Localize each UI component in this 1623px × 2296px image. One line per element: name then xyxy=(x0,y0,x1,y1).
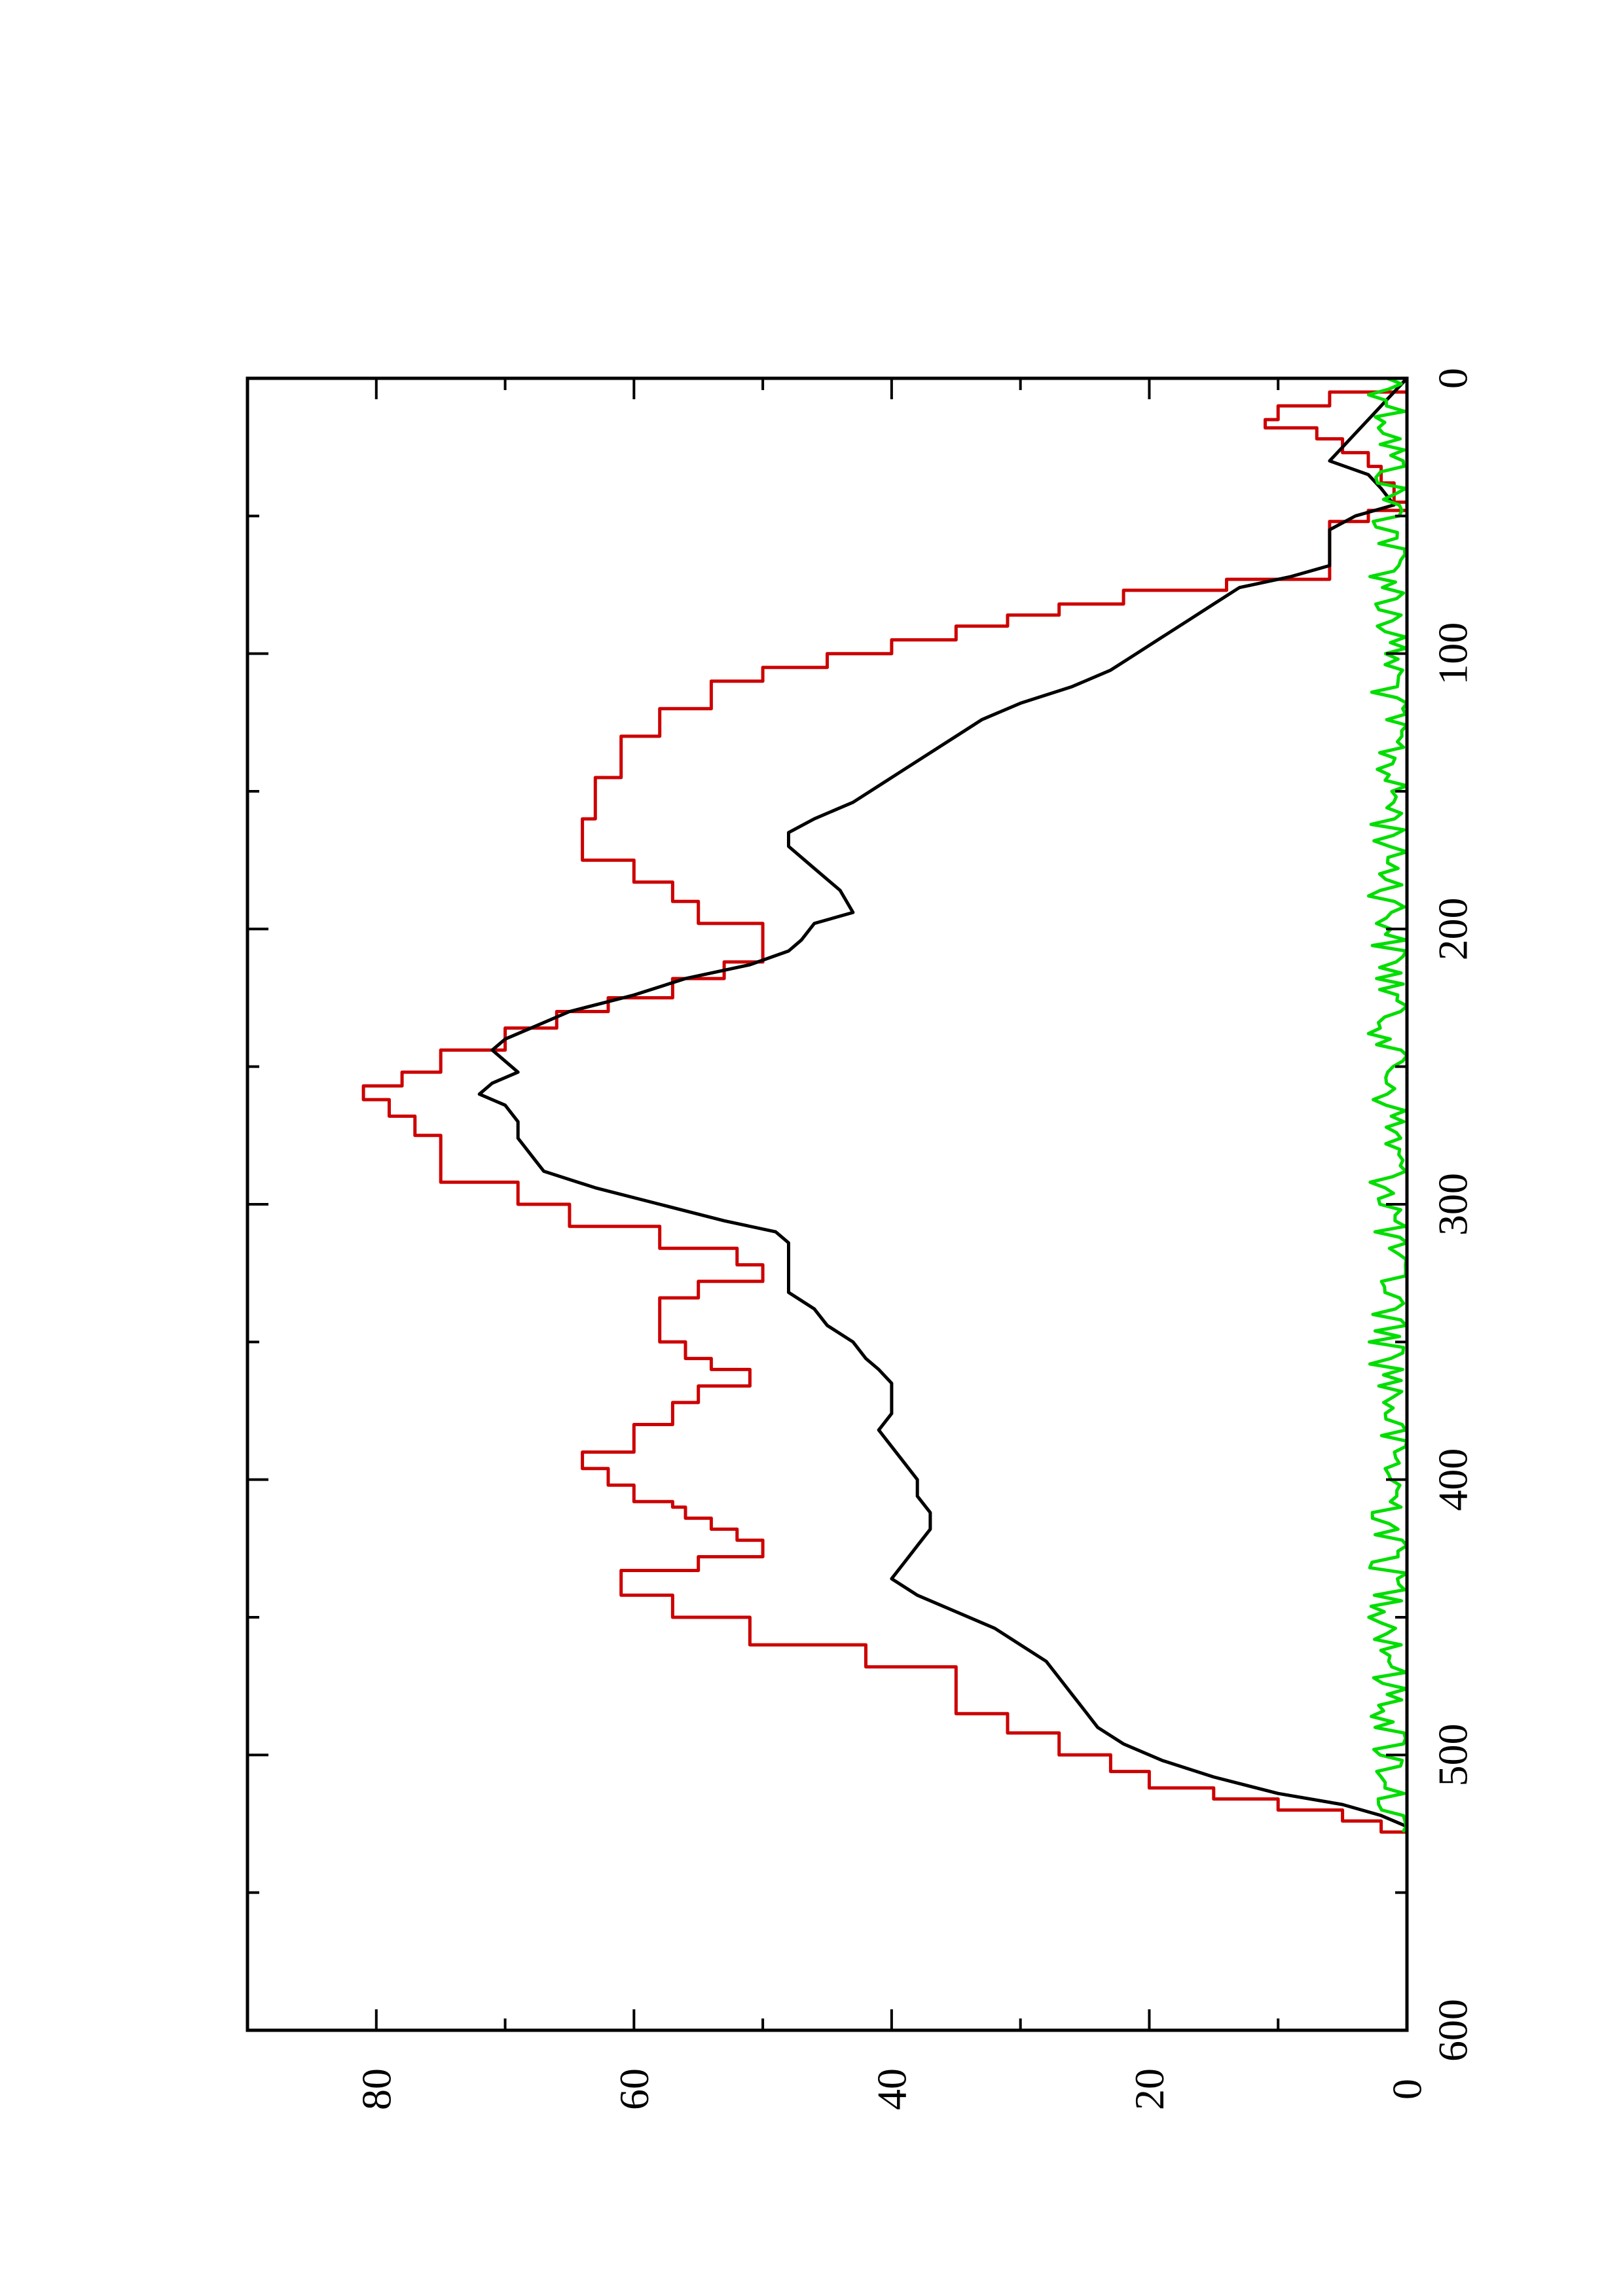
y-tick-label: 20 xyxy=(1126,2068,1173,2110)
series-line-1 xyxy=(361,378,1409,1834)
ticks-layer: 0 100 200 300 400 500 600 0 20 40 60 80 xyxy=(246,368,1476,2110)
x-tick-label: 500 xyxy=(1430,1723,1476,1786)
y-tick-label: 0 xyxy=(1384,2079,1431,2100)
x-tick-label: 600 xyxy=(1430,1999,1476,2062)
x-tick-label: 0 xyxy=(1430,368,1476,389)
x-tick-label: 400 xyxy=(1430,1448,1476,1511)
series-line-2 xyxy=(477,377,1408,1828)
x-tick-label: 200 xyxy=(1430,897,1476,960)
y-tick-label: 60 xyxy=(611,2068,657,2110)
series-line-3 xyxy=(1366,376,1409,1833)
x-tick-label: 300 xyxy=(1430,1173,1476,1236)
x-tick-label: 100 xyxy=(1430,622,1476,685)
y-tick-label: 40 xyxy=(868,2068,915,2110)
series-layer xyxy=(361,376,1409,1834)
plot-frame xyxy=(246,376,1409,2032)
y-tick-label: 80 xyxy=(353,2068,399,2110)
